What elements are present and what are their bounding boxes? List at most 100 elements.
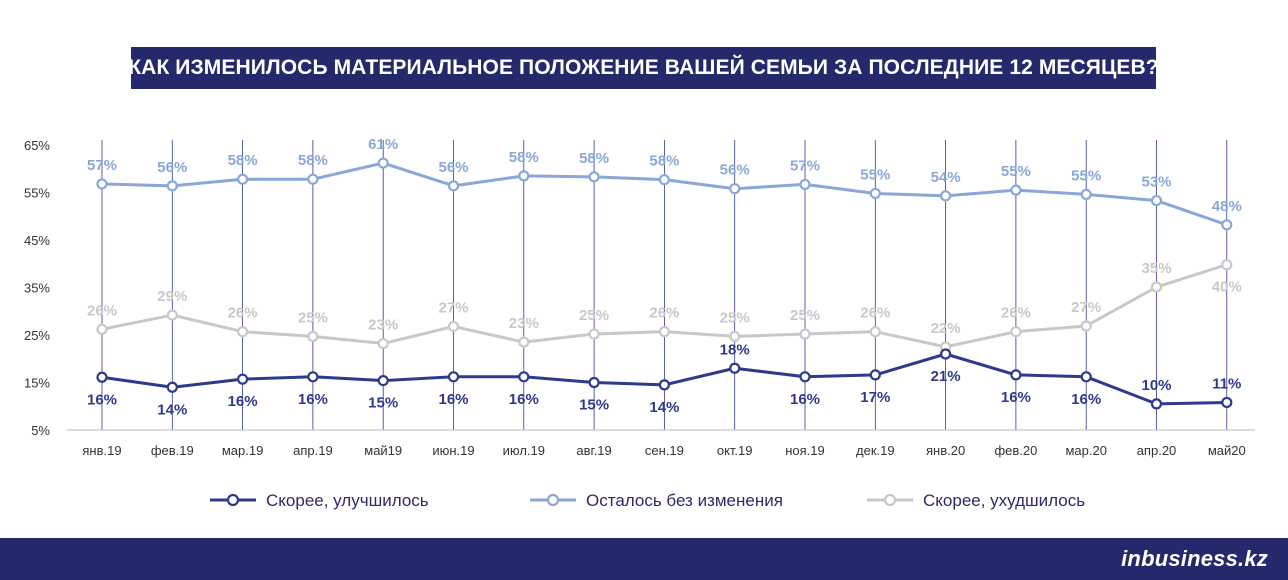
line-chart: 65% 55% 45% 35% 25% 15% 5% янв.19 фев.19 мар.19 ап…	[24, 136, 1255, 510]
data-point	[1150, 398, 1163, 410]
y-tick-label: 55%	[24, 186, 50, 201]
data-point	[1080, 371, 1092, 383]
data-label: 61%	[368, 136, 398, 153]
data-point	[237, 326, 249, 338]
footer-bar: inbusiness.kz	[0, 538, 1288, 580]
data-point	[658, 379, 671, 391]
data-point	[729, 183, 741, 195]
x-tick-label: мар.20	[1065, 443, 1106, 458]
data-label: 26%	[1001, 305, 1031, 322]
x-tick-label: янв.20	[926, 443, 965, 458]
x-tick-label: фев.19	[151, 443, 194, 458]
data-label: 16%	[298, 391, 328, 408]
data-point	[1010, 369, 1022, 381]
chart-title: КАК ИЗМЕНИЛОСЬ МАТЕРИАЛЬНОЕ ПОЛОЖЕНИЕ ВА…	[128, 56, 1159, 79]
data-label: 22%	[931, 320, 961, 337]
data-label: 26%	[860, 305, 890, 322]
data-point	[869, 369, 881, 381]
data-label: 56%	[720, 162, 750, 179]
data-point	[1010, 326, 1022, 338]
data-label: 25%	[579, 307, 609, 324]
data-point	[237, 173, 249, 185]
legend-label: Осталось без изменения	[586, 491, 783, 510]
data-label: 26%	[87, 302, 117, 319]
legend-label: Скорее, ухудшилось	[923, 491, 1085, 510]
data-label: 58%	[509, 149, 539, 166]
x-tick-label: дек.19	[856, 443, 895, 458]
data-label: 57%	[87, 157, 117, 174]
data-point	[799, 178, 811, 191]
data-label: 56%	[157, 159, 187, 176]
data-label: 16%	[438, 391, 468, 408]
data-label: 26%	[228, 305, 258, 322]
data-label: 55%	[1071, 167, 1101, 184]
data-point	[447, 371, 460, 383]
data-label: 18%	[720, 341, 750, 358]
data-point	[96, 323, 108, 335]
data-label: 25%	[720, 309, 750, 326]
data-label: 16%	[228, 393, 258, 410]
data-label: 23%	[368, 317, 398, 334]
data-point	[1080, 188, 1092, 200]
y-tick-label: 45%	[24, 233, 50, 248]
data-point	[869, 187, 881, 200]
data-label: 14%	[157, 401, 187, 418]
data-label: 57%	[790, 157, 820, 174]
brand-logo: inbusiness.kz	[1121, 546, 1268, 571]
y-tick-label: 65%	[24, 138, 50, 153]
data-label: 35%	[1141, 260, 1171, 277]
x-tick-label: сен.19	[645, 443, 684, 458]
data-point	[307, 371, 319, 383]
data-point	[447, 180, 460, 192]
data-label: 27%	[1071, 299, 1101, 316]
data-label: 16%	[1001, 389, 1031, 406]
data-label: 26%	[649, 305, 679, 322]
data-point	[377, 375, 389, 387]
data-point	[939, 348, 952, 360]
data-label: 27%	[438, 299, 468, 316]
data-point	[799, 371, 811, 383]
data-point	[96, 178, 108, 190]
data-label: 58%	[298, 152, 328, 169]
data-point	[377, 157, 389, 169]
data-label: 11%	[1212, 375, 1241, 392]
data-point	[729, 362, 741, 374]
data-point	[1010, 184, 1022, 196]
data-label: 16%	[790, 391, 820, 408]
data-point	[1221, 396, 1233, 409]
chart-title-bar: КАК ИЗМЕНИЛОСЬ МАТЕРИАЛЬНОЕ ПОЛОЖЕНИЕ ВА…	[128, 47, 1159, 89]
data-point	[658, 326, 671, 338]
x-tick-label: янв.19	[82, 443, 121, 458]
data-label: 14%	[649, 399, 679, 416]
data-point	[237, 373, 249, 385]
legend-label: Скорее, улучшилось	[266, 491, 429, 510]
data-label: 53%	[1141, 174, 1171, 191]
data-label: 25%	[298, 309, 328, 326]
data-point	[588, 328, 600, 340]
data-label: 58%	[228, 152, 258, 169]
data-label: 23%	[509, 315, 539, 332]
data-label: 58%	[649, 153, 679, 170]
data-point	[588, 376, 600, 389]
data-point	[1221, 219, 1233, 231]
data-point	[658, 174, 671, 186]
data-label: 55%	[1001, 163, 1031, 180]
data-label: 17%	[860, 389, 890, 406]
x-tick-label: окт.19	[717, 443, 753, 458]
legend-marker-point	[226, 493, 240, 507]
data-point	[588, 171, 600, 183]
data-label: 25%	[790, 307, 820, 324]
data-label: 10%	[1141, 377, 1171, 394]
x-tick-label: апр.20	[1137, 443, 1177, 458]
data-label: 54%	[931, 169, 961, 186]
x-tick-label: июл.19	[503, 443, 545, 458]
data-label: 16%	[87, 391, 117, 408]
data-point	[96, 371, 108, 383]
data-point	[1150, 281, 1163, 293]
data-label: 15%	[579, 397, 609, 414]
data-point	[307, 173, 319, 185]
x-tick-label: ноя.19	[785, 443, 825, 458]
data-point	[166, 381, 178, 393]
data-label: 21%	[931, 368, 961, 385]
data-point	[1221, 259, 1233, 271]
